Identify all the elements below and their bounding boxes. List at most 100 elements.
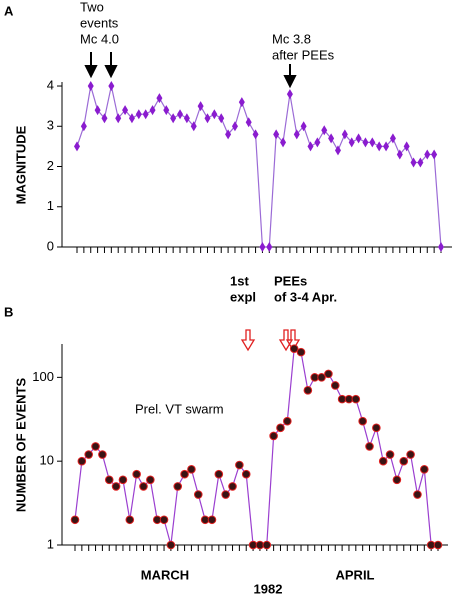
marker (376, 141, 383, 152)
marker (238, 97, 245, 108)
marker (214, 469, 224, 479)
marker (118, 475, 128, 485)
marker (351, 394, 361, 404)
marker (193, 490, 203, 499)
marker (166, 540, 176, 550)
marker (187, 465, 196, 474)
y-tick-label: 1 (47, 536, 54, 551)
marker (111, 482, 121, 491)
marker (365, 442, 374, 451)
y-tick-label: 2 (47, 158, 54, 173)
marker (135, 109, 142, 120)
marker (74, 141, 80, 152)
marker (296, 347, 306, 357)
annotation: Mc 4.0 (80, 31, 119, 46)
marker (101, 113, 108, 124)
marker (94, 105, 101, 116)
marker (170, 113, 177, 124)
marker (225, 129, 232, 140)
marker (98, 450, 107, 459)
marker (269, 431, 278, 441)
annotation: 1st (230, 273, 249, 288)
annotation: after PEEs (272, 47, 335, 62)
marker (280, 137, 287, 148)
marker (283, 416, 292, 426)
marker (324, 369, 333, 379)
marker (300, 121, 307, 132)
marker (128, 113, 135, 124)
marker (77, 456, 87, 466)
marker (328, 133, 335, 144)
marker (385, 450, 395, 459)
panel-label: A (4, 3, 14, 18)
marker (286, 89, 293, 100)
marker (149, 105, 156, 116)
annotation: expl (230, 289, 256, 304)
marker (218, 113, 225, 124)
marker (273, 129, 280, 140)
marker (262, 540, 272, 550)
marker (235, 460, 244, 470)
marker (378, 456, 388, 466)
marker (369, 137, 376, 148)
y-tick-label: 4 (47, 77, 54, 92)
marker (87, 81, 94, 92)
marker (399, 456, 409, 466)
marker (392, 475, 402, 485)
marker (266, 242, 273, 252)
y-tick-label: 0 (47, 238, 54, 253)
marker (289, 344, 299, 353)
marker (276, 423, 285, 433)
marker (231, 121, 238, 132)
marker (383, 141, 390, 152)
marker (348, 137, 355, 148)
y-tick-label: 10 (40, 453, 54, 468)
marker (389, 133, 396, 144)
x-axis-label: 1982 (254, 581, 283, 596)
marker (307, 141, 314, 152)
marker (303, 386, 313, 395)
marker (159, 515, 169, 525)
marker (139, 482, 148, 491)
marker (180, 469, 189, 479)
annotation: of 3-4 Apr. (274, 289, 337, 304)
marker (341, 129, 348, 140)
marker (358, 416, 367, 426)
marker (417, 157, 424, 168)
marker (413, 490, 422, 499)
marker (104, 475, 114, 485)
y-tick-label: 1 (47, 198, 54, 213)
marker (221, 490, 230, 499)
marker (396, 149, 403, 160)
marker (228, 482, 237, 491)
marker (80, 121, 87, 132)
marker (115, 113, 122, 124)
marker (142, 109, 149, 120)
data-line (76, 85, 442, 248)
marker (362, 137, 369, 148)
marker (108, 81, 115, 92)
marker (330, 381, 340, 390)
marker (259, 242, 266, 252)
marker (424, 149, 431, 160)
marker (372, 423, 381, 433)
marker (252, 129, 259, 140)
marker (420, 465, 429, 474)
x-month-label: APRIL (336, 567, 375, 582)
y-axis-label: NUMBER OF EVENTS (13, 378, 28, 513)
marker (163, 105, 170, 116)
marker (70, 515, 80, 525)
marker (173, 482, 183, 491)
y-axis-label: MAGNITUDE (13, 125, 28, 204)
marker (156, 93, 163, 104)
marker (438, 242, 444, 252)
marker (197, 101, 204, 112)
marker (410, 157, 417, 168)
marker (406, 450, 415, 459)
marker (403, 141, 410, 152)
annotation: Prel. VT swarm (135, 401, 224, 416)
marker (204, 113, 211, 124)
marker (317, 373, 326, 382)
marker (177, 109, 184, 120)
